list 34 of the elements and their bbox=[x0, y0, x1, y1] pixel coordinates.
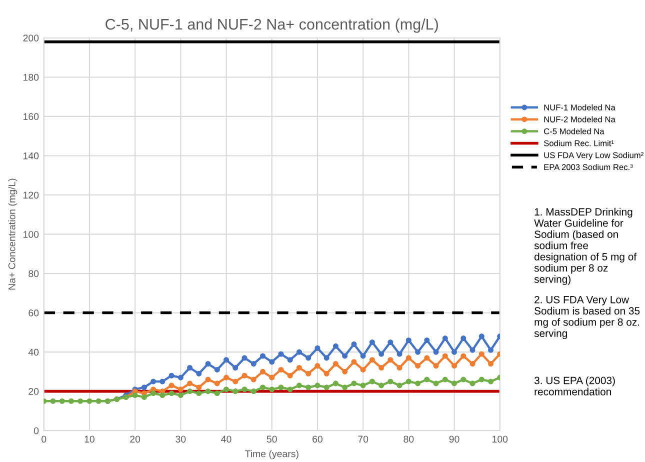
y-tick-label: 160 bbox=[24, 113, 39, 120]
legend-label: NUF-2 Modeled Na bbox=[544, 116, 616, 122]
x-tick-label: 60 bbox=[312, 436, 322, 443]
legend-label: EPA 2003 Sodium Rec.³ bbox=[544, 164, 633, 170]
x-tick-label: 70 bbox=[358, 436, 368, 443]
legend-label: Sodium Rec. Limit¹ bbox=[544, 140, 614, 146]
x-tick-label: 100 bbox=[492, 436, 508, 443]
x-axis-title: Time (years) bbox=[244, 450, 298, 460]
x-tick-label: 40 bbox=[221, 436, 232, 443]
text: 1. MassDEP Drinking Water Guideline for Sodium (based on sodium free designation of 5 mg of sodium per 8 oz serving) bbox=[534, 208, 637, 285]
text: 2. US FDA Very Low Sodium is based on 35 mg of sodium per 8 oz. serving bbox=[534, 296, 640, 340]
y-tick-label: 40 bbox=[28, 348, 39, 356]
y-tick-label: 200 bbox=[23, 34, 39, 42]
y-tick-label: 0 bbox=[34, 427, 39, 434]
y-tick-label: 140 bbox=[24, 152, 39, 160]
x-tick-label: 0 bbox=[42, 436, 46, 443]
legend-label: NUF-1 Modeled Na bbox=[544, 104, 616, 110]
x-tick-label: 80 bbox=[404, 436, 414, 443]
legend-label: US FDA Very Low Sodium² bbox=[544, 152, 644, 160]
y-tick-label: 100 bbox=[24, 230, 39, 238]
y-tick-label: 20 bbox=[28, 388, 39, 395]
x-tick-label: 90 bbox=[449, 436, 460, 443]
y-tick-label: 80 bbox=[28, 270, 39, 278]
y-tick-label: 120 bbox=[24, 192, 39, 199]
y-tick-label: 180 bbox=[24, 74, 39, 81]
y-tick-label: 60 bbox=[28, 310, 39, 316]
text: 3. US EPA (2003) recommendation bbox=[534, 376, 615, 396]
x-tick-label: 10 bbox=[84, 436, 94, 443]
x-tick-label: 50 bbox=[266, 436, 277, 443]
x-tick-label: 20 bbox=[130, 436, 140, 443]
legend-label: C-5 Modeled Na bbox=[544, 128, 604, 134]
y-axis-title: Na+ Concentration (mg/L) bbox=[8, 178, 18, 290]
x-tick-label: 30 bbox=[176, 436, 186, 443]
chart-title: C-5, NUF-1 and NUF-2 Na+ concentration (mg/L) bbox=[106, 18, 438, 33]
